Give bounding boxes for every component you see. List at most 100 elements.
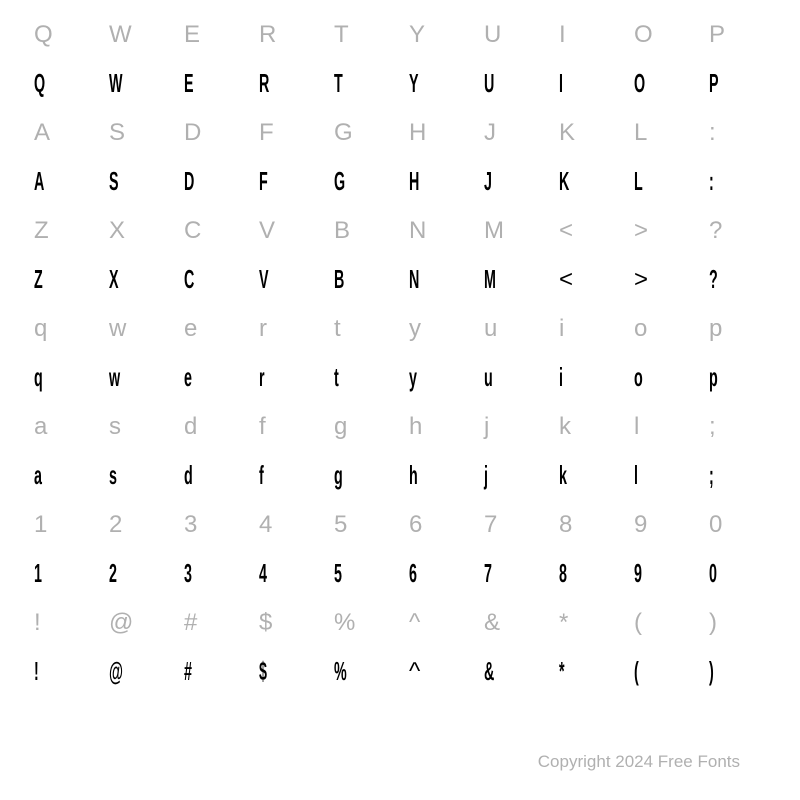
glyph-char: Z (34, 264, 43, 295)
reference-char: 9 (634, 511, 647, 539)
glyph-char-cell: 6 (405, 549, 480, 598)
glyph-char-cell: # (180, 647, 255, 696)
reference-char-cell: C (180, 206, 255, 255)
glyph-char-cell: 2 (105, 549, 180, 598)
glyph-char-cell: Z (30, 255, 105, 304)
glyph-char: 9 (634, 558, 642, 589)
reference-char-cell: D (180, 108, 255, 157)
reference-char: Q (34, 21, 53, 49)
glyph-char: p (709, 362, 718, 393)
reference-char: ^ (409, 609, 420, 637)
reference-char-cell: I (555, 10, 630, 59)
reference-char: D (184, 119, 201, 147)
reference-char: l (634, 413, 639, 441)
reference-char-cell: a (30, 402, 105, 451)
glyph-char-cell: P (705, 59, 780, 108)
glyph-char: I (559, 68, 563, 99)
glyph-char-cell: ) (705, 647, 780, 696)
reference-char-cell: * (555, 598, 630, 647)
reference-char-cell: 1 (30, 500, 105, 549)
reference-char: 0 (709, 511, 722, 539)
glyph-char-cell: 3 (180, 549, 255, 598)
glyph-char-cell: G (330, 157, 405, 206)
glyph-char: N (409, 264, 419, 295)
glyph-char: g (334, 460, 343, 491)
glyph-char: P (709, 68, 719, 99)
reference-char-cell: U (480, 10, 555, 59)
glyph-char-cell: g (330, 451, 405, 500)
reference-char: F (259, 119, 274, 147)
glyph-char-cell: C (180, 255, 255, 304)
reference-char: 1 (34, 511, 47, 539)
reference-char-cell: t (330, 304, 405, 353)
glyph-char-cell: ? (705, 255, 780, 304)
glyph-char-cell: p (705, 353, 780, 402)
glyph-char: G (334, 166, 345, 197)
reference-char: 4 (259, 511, 272, 539)
reference-char: d (184, 413, 197, 441)
reference-char: A (34, 119, 50, 147)
reference-char-cell: O (630, 10, 705, 59)
glyph-char: h (409, 460, 418, 491)
reference-char-cell: & (480, 598, 555, 647)
glyph-char-cell: L (630, 157, 705, 206)
glyph-char-cell: l (630, 451, 705, 500)
glyph-char-cell: M (480, 255, 555, 304)
glyph-char: @ (109, 656, 123, 687)
glyph-char: 0 (709, 558, 717, 589)
reference-char: f (259, 413, 266, 441)
reference-char-cell: j (480, 402, 555, 451)
glyph-char-cell: H (405, 157, 480, 206)
glyph-char: J (484, 166, 492, 197)
glyph-char: H (409, 166, 419, 197)
glyph-char-cell: @ (105, 647, 180, 696)
reference-char-cell: @ (105, 598, 180, 647)
glyph-char-cell: V (255, 255, 330, 304)
glyph-char: R (259, 68, 269, 99)
reference-char-cell: 7 (480, 500, 555, 549)
glyph-char: a (34, 460, 42, 491)
reference-char: J (484, 119, 496, 147)
reference-char-cell: 4 (255, 500, 330, 549)
reference-char-cell: H (405, 108, 480, 157)
glyph-char-cell: I (555, 59, 630, 108)
glyph-char-cell: $ (255, 647, 330, 696)
glyph-char-cell: J (480, 157, 555, 206)
reference-char: C (184, 217, 201, 245)
reference-char-cell: V (255, 206, 330, 255)
glyph-char: ) (709, 656, 714, 687)
reference-char: h (409, 413, 422, 441)
glyph-char-cell: Q (30, 59, 105, 108)
reference-char: > (634, 217, 648, 245)
reference-char-cell: # (180, 598, 255, 647)
reference-char: K (559, 119, 575, 147)
reference-char-cell: T (330, 10, 405, 59)
reference-char: u (484, 315, 497, 343)
glyph-char: M (484, 264, 496, 295)
glyph-char-cell: % (330, 647, 405, 696)
reference-char-cell: A (30, 108, 105, 157)
reference-char: & (484, 609, 500, 637)
glyph-char: u (484, 362, 493, 393)
reference-char: T (334, 21, 349, 49)
glyph-char: f (259, 460, 264, 491)
reference-char: q (34, 315, 47, 343)
glyph-char: Q (34, 68, 45, 99)
glyph-char-cell: F (255, 157, 330, 206)
reference-char-cell: B (330, 206, 405, 255)
glyph-char-cell: ; (705, 451, 780, 500)
reference-char-cell: p (705, 304, 780, 353)
glyph-char: d (184, 460, 193, 491)
reference-char-cell: ) (705, 598, 780, 647)
reference-char-cell: u (480, 304, 555, 353)
reference-char-cell: e (180, 304, 255, 353)
glyph-char-cell: N (405, 255, 480, 304)
glyph-char-cell: S (105, 157, 180, 206)
reference-char-cell: k (555, 402, 630, 451)
reference-char-cell: F (255, 108, 330, 157)
glyph-char-cell: 1 (30, 549, 105, 598)
glyph-char: ; (709, 460, 714, 491)
reference-char: S (109, 119, 125, 147)
reference-char-cell: y (405, 304, 480, 353)
glyph-char: > (634, 266, 648, 294)
